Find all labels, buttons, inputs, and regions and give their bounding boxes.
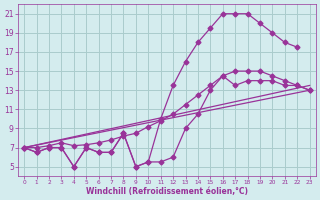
X-axis label: Windchill (Refroidissement éolien,°C): Windchill (Refroidissement éolien,°C): [86, 187, 248, 196]
